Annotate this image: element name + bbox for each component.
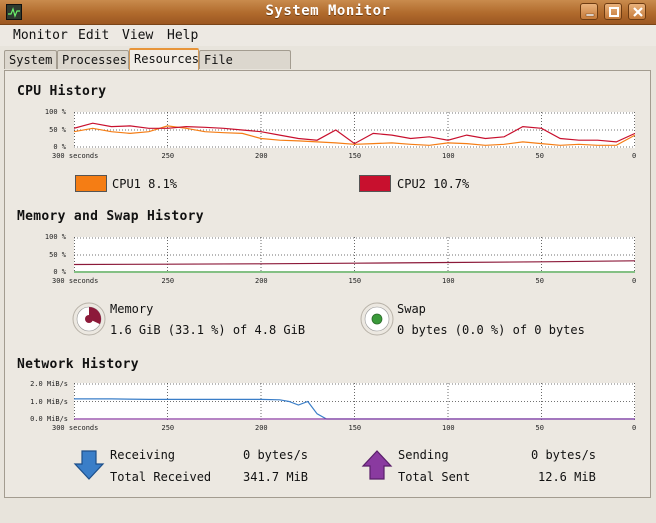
tab-resources[interactable]: Resources — [129, 48, 199, 70]
cpu1-color-swatch[interactable] — [75, 175, 107, 192]
network-history-graph — [74, 383, 635, 420]
network-history-title: Network History — [17, 357, 139, 372]
cpu-y-tick: 100 % — [44, 108, 66, 116]
series-line-cpu2 — [74, 122, 635, 145]
network-x-tick: 50 — [535, 424, 544, 432]
cpu-x-tick: 200 — [255, 152, 268, 160]
receiving-value: 0 bytes/s — [243, 448, 309, 462]
sending-label: Sending — [398, 448, 449, 462]
memory-x-tick: 0 — [632, 277, 637, 285]
menu-view[interactable]: View — [122, 28, 154, 43]
tab-file-systems[interactable]: File Systems — [199, 50, 291, 86]
cpu1-legend-label: CPU1 8.1% — [112, 177, 178, 191]
title-bar: System Monitor — [0, 0, 656, 25]
menu-help[interactable]: Help — [167, 28, 199, 43]
series-line-receiving — [74, 398, 635, 420]
total-received-label: Total Received — [110, 470, 212, 484]
memory-x-tick: 100 — [442, 277, 455, 285]
network-y-tick: 0.0 MiB/s — [30, 415, 68, 423]
close-icon — [633, 7, 643, 17]
series-line-memory — [74, 260, 635, 266]
memory-pie-icon[interactable] — [72, 302, 106, 336]
memory-x-tick: 250 — [161, 277, 175, 285]
status-bar — [0, 500, 656, 523]
memory-x-tick: 50 — [535, 277, 544, 285]
network-x-tick: 150 — [348, 424, 362, 432]
cpu-history-title: CPU History — [17, 84, 107, 99]
cpu-y-tick: 50 % — [49, 126, 66, 134]
close-button[interactable] — [628, 3, 646, 20]
total-sent-value: 12.6 MiB — [538, 470, 596, 484]
receiving-arrow-icon[interactable] — [72, 448, 106, 482]
total-sent-label: Total Sent — [398, 470, 471, 484]
menu-edit[interactable]: Edit — [78, 28, 110, 43]
network-x-tick: 100 — [442, 424, 455, 432]
network-y-tick: 2.0 MiB/s — [30, 380, 68, 388]
cpu-y-tick: 0 % — [53, 143, 66, 151]
memory-history-title: Memory and Swap History — [17, 209, 204, 224]
maximize-icon — [609, 7, 619, 17]
grid — [74, 383, 635, 420]
cpu-x-tick: 150 — [348, 152, 362, 160]
receiving-label: Receiving — [110, 448, 176, 462]
cpu2-legend-label: CPU2 10.7% — [397, 177, 470, 191]
minimize-button[interactable] — [580, 3, 598, 20]
tab-processes[interactable]: Processes — [57, 50, 129, 69]
tab-system[interactable]: System — [4, 50, 57, 69]
memory-x-tick: 150 — [348, 277, 362, 285]
grid — [74, 112, 635, 148]
system-monitor-app-icon — [6, 4, 22, 20]
swap-label: Swap — [397, 302, 426, 316]
cpu-x-tick: 0 — [632, 152, 637, 160]
menu-monitor[interactable]: Monitor — [13, 28, 68, 43]
network-x-tick: 300 seconds — [52, 424, 99, 432]
memory-value: 1.6 GiB (33.1 %) of 4.8 GiB — [110, 323, 306, 337]
cpu-x-tick: 50 — [535, 152, 544, 160]
swap-pie-icon[interactable] — [360, 302, 394, 336]
cpu-x-tick: 100 — [442, 152, 455, 160]
total-received-value: 341.7 MiB — [243, 470, 309, 484]
menu-bar: Monitor Edit View Help — [0, 25, 656, 46]
memory-y-tick: 50 % — [49, 251, 66, 259]
cpu2-color-swatch[interactable] — [359, 175, 391, 192]
window-title: System Monitor — [265, 3, 391, 19]
sending-value: 0 bytes/s — [531, 448, 597, 462]
cpu-x-tick: 300 seconds — [52, 152, 99, 160]
cpu-history-graph — [74, 112, 635, 148]
network-x-tick: 200 — [255, 424, 268, 432]
series-line-cpu1 — [74, 125, 635, 146]
minimize-icon — [585, 13, 595, 17]
network-y-tick: 1.0 MiB/s — [30, 398, 68, 406]
maximize-button[interactable] — [604, 3, 622, 20]
memory-label: Memory — [110, 302, 154, 316]
swap-value: 0 bytes (0.0 %) of 0 bytes — [397, 323, 585, 337]
memory-history-graph — [74, 237, 635, 273]
network-x-tick: 250 — [161, 424, 175, 432]
memory-x-tick: 300 seconds — [52, 277, 99, 285]
network-x-tick: 0 — [632, 424, 637, 432]
grid — [74, 237, 635, 273]
memory-y-tick: 100 % — [44, 233, 66, 241]
sending-arrow-icon[interactable] — [360, 448, 394, 482]
memory-x-tick: 200 — [255, 277, 268, 285]
memory-y-tick: 0 % — [53, 268, 66, 276]
cpu-x-tick: 250 — [161, 152, 175, 160]
